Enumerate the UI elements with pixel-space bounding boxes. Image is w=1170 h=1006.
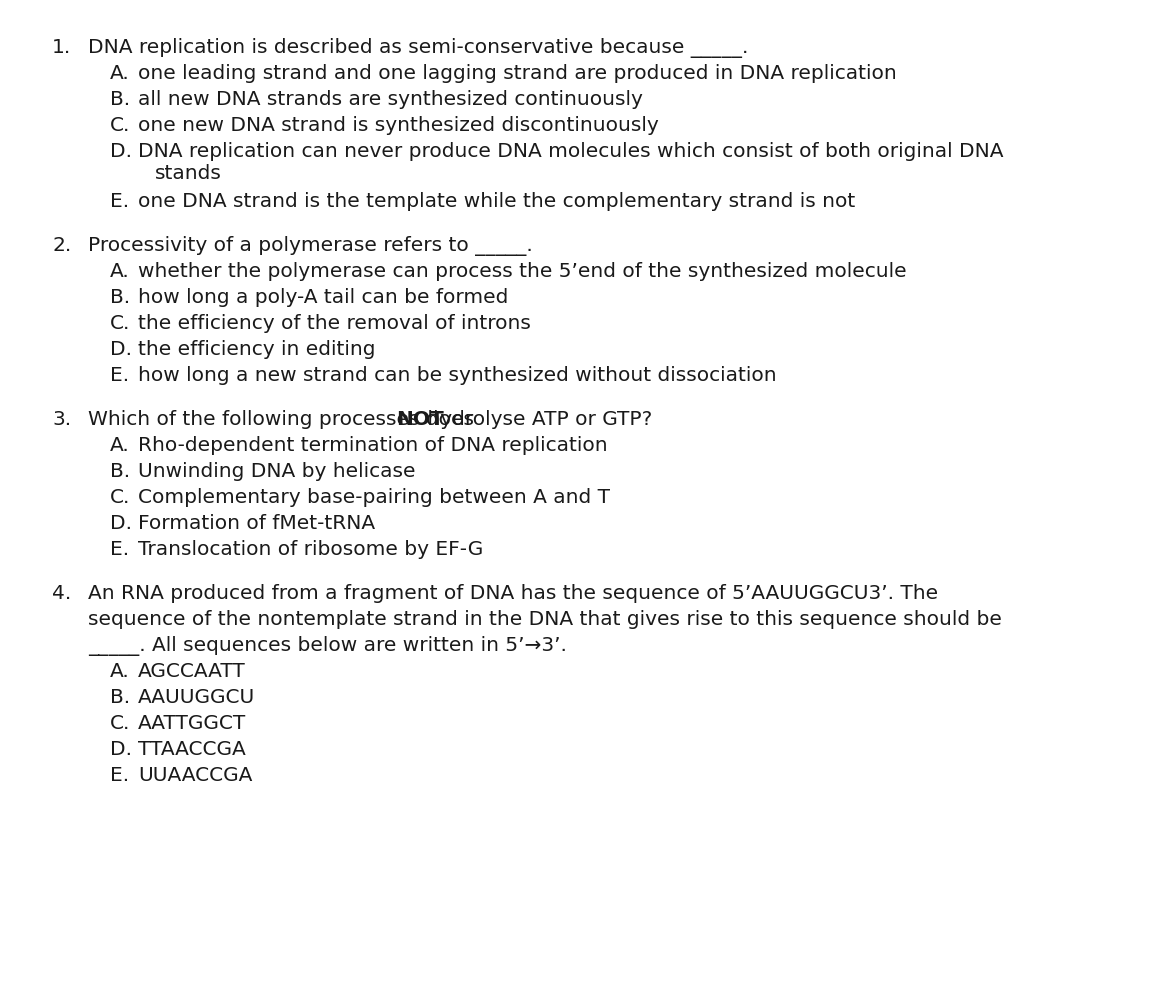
Text: A.: A. xyxy=(110,64,130,83)
Text: B.: B. xyxy=(110,462,130,481)
Text: 4.: 4. xyxy=(51,584,71,603)
Text: 3.: 3. xyxy=(51,410,71,429)
Text: Rho-dependent termination of DNA replication: Rho-dependent termination of DNA replica… xyxy=(138,436,607,455)
Text: Complementary base-pairing between A and T: Complementary base-pairing between A and… xyxy=(138,488,610,507)
Text: AATTGGCT: AATTGGCT xyxy=(138,714,246,733)
Text: 2.: 2. xyxy=(51,236,71,255)
Text: _____. All sequences below are written in 5’→3’.: _____. All sequences below are written i… xyxy=(88,636,567,656)
Text: A.: A. xyxy=(110,262,130,281)
Text: one leading strand and one lagging strand are produced in DNA replication: one leading strand and one lagging stran… xyxy=(138,64,896,83)
Text: B.: B. xyxy=(110,288,130,307)
Text: sequence of the nontemplate strand in the DNA that gives rise to this sequence s: sequence of the nontemplate strand in th… xyxy=(88,610,1002,629)
Text: E.: E. xyxy=(110,540,129,559)
Text: C.: C. xyxy=(110,714,130,733)
Text: Formation of fMet-tRNA: Formation of fMet-tRNA xyxy=(138,514,376,533)
Text: C.: C. xyxy=(110,116,130,135)
Text: hydrolyse ATP or GTP?: hydrolyse ATP or GTP? xyxy=(421,410,653,429)
Text: how long a new strand can be synthesized without dissociation: how long a new strand can be synthesized… xyxy=(138,366,777,385)
Text: Which of the following processes does: Which of the following processes does xyxy=(88,410,481,429)
Text: all new DNA strands are synthesized continuously: all new DNA strands are synthesized cont… xyxy=(138,90,642,109)
Text: C.: C. xyxy=(110,488,130,507)
Text: B.: B. xyxy=(110,90,130,109)
Text: one new DNA strand is synthesized discontinuously: one new DNA strand is synthesized discon… xyxy=(138,116,659,135)
Text: E.: E. xyxy=(110,192,129,211)
Text: AAUUGGCU: AAUUGGCU xyxy=(138,688,255,707)
Text: An RNA produced from a fragment of DNA has the sequence of 5’AAUUGGCU3’. The: An RNA produced from a fragment of DNA h… xyxy=(88,584,938,603)
Text: how long a poly-A tail can be formed: how long a poly-A tail can be formed xyxy=(138,288,509,307)
Text: Translocation of ribosome by EF-G: Translocation of ribosome by EF-G xyxy=(138,540,483,559)
Text: the efficiency of the removal of introns: the efficiency of the removal of introns xyxy=(138,314,531,333)
Text: the efficiency in editing: the efficiency in editing xyxy=(138,340,376,359)
Text: Processivity of a polymerase refers to _____.: Processivity of a polymerase refers to _… xyxy=(88,236,532,256)
Text: E.: E. xyxy=(110,366,129,385)
Text: E.: E. xyxy=(110,766,129,785)
Text: AGCCAATT: AGCCAATT xyxy=(138,662,246,681)
Text: D.: D. xyxy=(110,514,132,533)
Text: DNA replication is described as semi-conservative because _____.: DNA replication is described as semi-con… xyxy=(88,38,749,58)
Text: D.: D. xyxy=(110,340,132,359)
Text: D.: D. xyxy=(110,142,132,161)
Text: D.: D. xyxy=(110,740,132,759)
Text: A.: A. xyxy=(110,436,130,455)
Text: whether the polymerase can process the 5’end of the synthesized molecule: whether the polymerase can process the 5… xyxy=(138,262,907,281)
Text: A.: A. xyxy=(110,662,130,681)
Text: Unwinding DNA by helicase: Unwinding DNA by helicase xyxy=(138,462,415,481)
Text: B.: B. xyxy=(110,688,130,707)
Text: one DNA strand is the template while the complementary strand is not: one DNA strand is the template while the… xyxy=(138,192,855,211)
Text: NOT: NOT xyxy=(395,410,443,429)
Text: stands: stands xyxy=(154,164,222,183)
Text: TTAACCGA: TTAACCGA xyxy=(138,740,246,759)
Text: DNA replication can never produce DNA molecules which consist of both original D: DNA replication can never produce DNA mo… xyxy=(138,142,1004,161)
Text: 1.: 1. xyxy=(51,38,71,57)
Text: UUAACCGA: UUAACCGA xyxy=(138,766,253,785)
Text: C.: C. xyxy=(110,314,130,333)
